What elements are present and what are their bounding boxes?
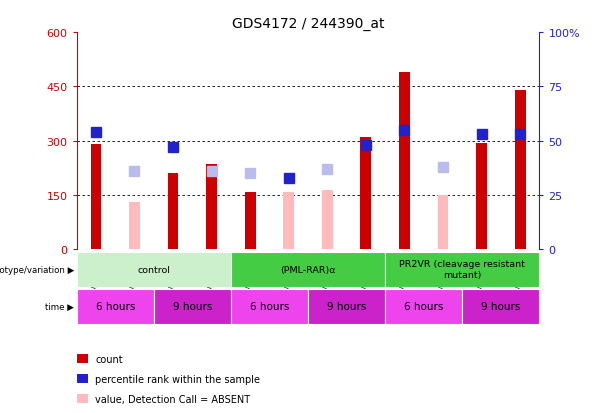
Bar bbox=[476, 143, 487, 250]
Bar bbox=[322, 190, 333, 250]
Bar bbox=[231, 252, 385, 287]
Bar bbox=[515, 91, 525, 250]
Text: 9 hours: 9 hours bbox=[327, 301, 367, 312]
Text: control: control bbox=[137, 265, 170, 274]
Bar bbox=[91, 145, 101, 250]
Bar bbox=[154, 289, 231, 324]
Text: percentile rank within the sample: percentile rank within the sample bbox=[95, 374, 260, 384]
Bar bbox=[77, 252, 231, 287]
Bar bbox=[167, 174, 178, 250]
Title: GDS4172 / 244390_at: GDS4172 / 244390_at bbox=[232, 17, 384, 31]
Text: 9 hours: 9 hours bbox=[481, 301, 520, 312]
Text: time ▶: time ▶ bbox=[45, 302, 74, 311]
Bar bbox=[462, 289, 539, 324]
Text: genotype/variation ▶: genotype/variation ▶ bbox=[0, 265, 74, 274]
Text: 6 hours: 6 hours bbox=[404, 301, 443, 312]
Text: count: count bbox=[95, 354, 123, 364]
Bar bbox=[308, 289, 385, 324]
Bar bbox=[129, 203, 140, 250]
Text: value, Detection Call = ABSENT: value, Detection Call = ABSENT bbox=[95, 394, 250, 404]
Text: (PML-RAR)α: (PML-RAR)α bbox=[280, 265, 336, 274]
Bar bbox=[438, 196, 449, 250]
Text: 9 hours: 9 hours bbox=[173, 301, 212, 312]
Bar bbox=[399, 73, 410, 250]
Bar bbox=[206, 165, 217, 250]
Text: 6 hours: 6 hours bbox=[249, 301, 289, 312]
Text: 6 hours: 6 hours bbox=[96, 301, 135, 312]
Bar bbox=[385, 289, 462, 324]
Text: PR2VR (cleavage resistant
mutant): PR2VR (cleavage resistant mutant) bbox=[399, 260, 525, 279]
Bar bbox=[231, 289, 308, 324]
Bar bbox=[385, 252, 539, 287]
Bar bbox=[245, 192, 256, 250]
Bar bbox=[77, 289, 154, 324]
Bar bbox=[360, 138, 371, 250]
Bar bbox=[283, 192, 294, 250]
